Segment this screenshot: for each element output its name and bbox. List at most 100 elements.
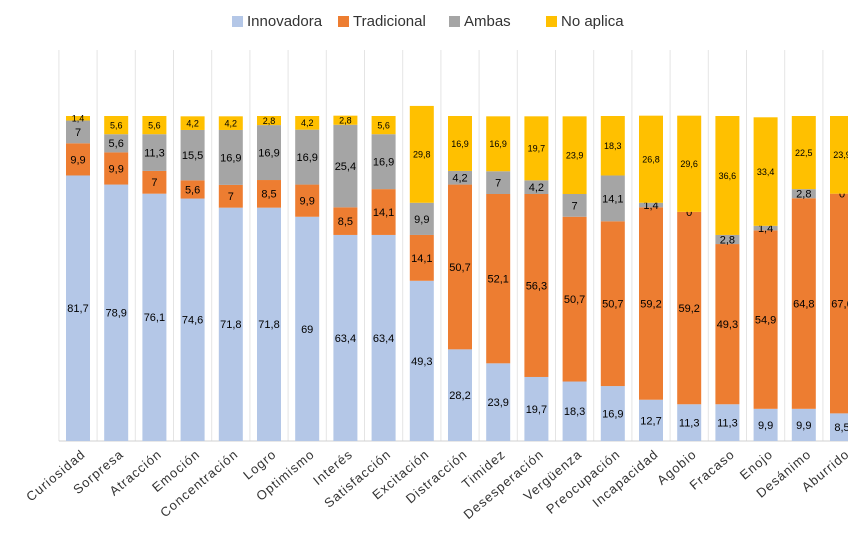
legend-swatch [232, 16, 243, 27]
data-label: 5,6 [110, 120, 123, 130]
data-label: 9,9 [109, 163, 124, 175]
bar-segment [715, 116, 740, 235]
bar-segment [333, 207, 358, 235]
data-label: 4,2 [301, 118, 314, 128]
bar-segment [639, 207, 663, 400]
bar-segment [677, 404, 702, 441]
bar-segment [104, 134, 129, 153]
bar-segment [639, 115, 663, 203]
data-label: 4,2 [529, 182, 544, 194]
data-label: 16,9 [602, 408, 623, 420]
bar-segment [448, 116, 472, 171]
bar-segment [66, 116, 90, 121]
bar-segment [448, 349, 472, 441]
bar-segment [524, 376, 549, 441]
data-label: 12,7 [640, 415, 661, 427]
bar-segment [639, 202, 663, 208]
data-label: 1,4 [643, 200, 658, 212]
bar-segment [486, 363, 511, 441]
bar-segment [830, 193, 848, 414]
bar-segment [409, 105, 434, 203]
legend-label: Tradicional [353, 13, 426, 30]
data-label: 11,3 [679, 418, 700, 430]
data-label: 25,4 [335, 161, 356, 173]
data-label: 23,9 [487, 397, 508, 409]
bar-segment [448, 170, 472, 185]
data-label: 14,1 [411, 253, 432, 265]
bar-segment [753, 117, 778, 226]
data-label: 19,7 [526, 404, 547, 416]
data-label: 23,9 [833, 150, 848, 160]
bar-segment [333, 124, 358, 208]
data-label: 63,4 [373, 333, 394, 345]
data-label: 29,8 [413, 150, 431, 160]
bar-segment [600, 175, 625, 222]
bar-segment [486, 171, 511, 194]
bar-segment [715, 404, 740, 441]
data-label: 50,7 [602, 299, 623, 311]
bar-segment [257, 180, 281, 208]
bar-segment [600, 221, 625, 387]
bar-segment [562, 381, 587, 441]
data-label: 71,8 [258, 319, 279, 331]
bar-segment [409, 280, 434, 441]
data-label: 4,2 [225, 119, 238, 129]
bar-segment [830, 413, 848, 441]
bar-segment [333, 234, 358, 441]
bar-segment [66, 175, 90, 441]
bar-segment [715, 244, 740, 405]
bar-segment [409, 202, 434, 235]
bar-segment [180, 129, 205, 181]
bar-segment [333, 115, 358, 125]
bar-segment [142, 170, 167, 194]
data-label: 63,4 [335, 333, 356, 345]
bar-segment [142, 193, 167, 441]
data-label: 2,8 [339, 116, 352, 126]
data-label: 8,5 [834, 422, 848, 434]
data-label: 4,2 [186, 119, 199, 129]
bar-segment [524, 116, 549, 181]
bar-segment [753, 230, 778, 409]
bar-segment [142, 134, 167, 171]
legend-swatch [449, 16, 460, 27]
data-label: 11,3 [144, 147, 165, 159]
bar-segment [715, 234, 740, 245]
bar-segment [142, 116, 167, 135]
bar-segment [486, 116, 511, 172]
data-label: 9,9 [70, 154, 85, 166]
legend-label: Innovadora [247, 13, 323, 30]
data-label: 49,3 [411, 356, 432, 368]
bar-segment [104, 152, 129, 185]
data-label: 59,2 [678, 303, 699, 315]
data-label: 52,1 [487, 274, 508, 286]
data-label: 50,7 [564, 294, 585, 306]
data-label: 5,6 [377, 120, 390, 130]
data-label: 9,9 [758, 420, 773, 432]
bar-segment [104, 184, 129, 441]
data-label: 81,7 [67, 303, 88, 315]
bar-segment [791, 116, 816, 190]
data-label: 8,5 [261, 189, 276, 201]
bar-segment [677, 211, 702, 405]
data-label: 18,3 [604, 141, 622, 151]
bar-segment [677, 115, 702, 212]
data-label: 7 [495, 178, 501, 190]
bar-segment [753, 225, 778, 231]
data-label: 64,8 [793, 298, 814, 310]
bar-segment [562, 216, 587, 382]
data-label: 19,7 [528, 144, 546, 154]
bar-segment [295, 129, 320, 185]
legend-label: No aplica [561, 13, 624, 30]
data-label: 76,1 [144, 312, 165, 324]
data-label: 2,8 [263, 116, 276, 126]
bar-segment [257, 207, 281, 441]
data-label: 2,8 [720, 234, 735, 246]
data-label: 1,4 [72, 114, 85, 124]
bar-segment [600, 386, 625, 441]
bar-segment [371, 134, 396, 190]
x-tick-label: Incapacidad [589, 446, 661, 510]
bar-segment [791, 408, 816, 441]
bar-segment [562, 194, 587, 217]
